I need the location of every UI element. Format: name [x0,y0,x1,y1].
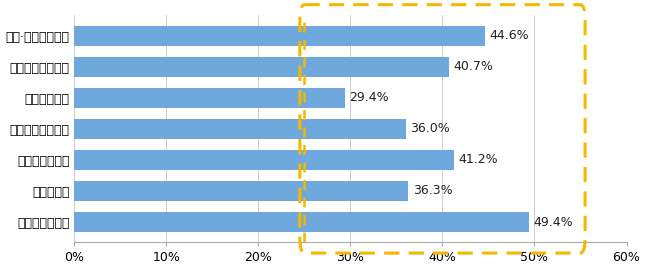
Text: 36.0%: 36.0% [410,122,450,135]
Text: 36.3%: 36.3% [413,184,453,197]
Bar [74,212,529,232]
Bar [74,150,453,170]
Bar [74,119,406,139]
Text: 49.4%: 49.4% [534,215,573,228]
Text: 29.4%: 29.4% [349,91,389,104]
Bar [74,26,484,46]
Bar [74,181,408,201]
Bar [74,57,449,77]
Text: 44.6%: 44.6% [490,29,529,42]
Text: 41.2%: 41.2% [458,153,498,166]
Text: 40.7%: 40.7% [453,60,494,73]
Bar [74,88,345,108]
